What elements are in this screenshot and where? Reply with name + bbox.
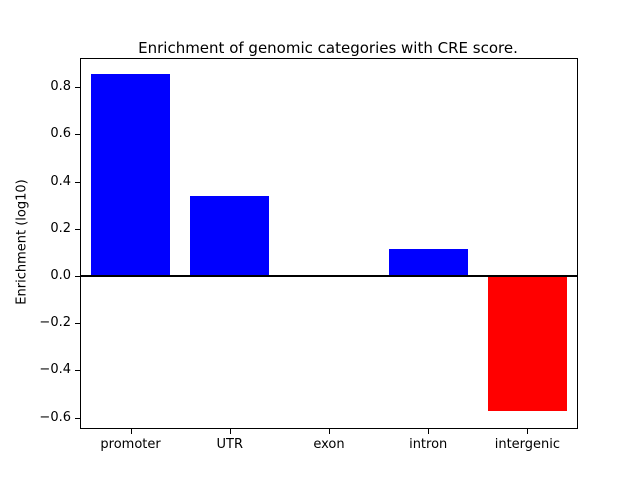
x-axis-tick-label: intergenic: [494, 437, 561, 452]
x-axis-tick-label: exon: [313, 437, 345, 452]
y-axis-tick-label: 0.2: [50, 220, 71, 236]
x-axis-tick: [329, 429, 330, 434]
y-axis-tick-label: 0.8: [50, 79, 71, 95]
y-axis-tick: [75, 87, 80, 89]
y-axis-tick-label: 0.6: [50, 126, 71, 142]
y-axis-tick: [75, 134, 80, 136]
x-axis-tick-label: UTR: [216, 437, 244, 452]
y-axis-tick-label: −0.4: [39, 362, 71, 378]
y-axis-tick-label: 0.4: [50, 173, 71, 189]
y-axis-tick: [75, 370, 80, 372]
x-axis-tick: [229, 429, 231, 434]
x-axis-tick: [130, 429, 132, 434]
y-axis-tick-label: 0.0: [50, 267, 71, 283]
y-axis-tick: [75, 275, 80, 277]
x-axis-tick-label: intron: [409, 437, 448, 452]
y-axis-tick: [75, 228, 80, 230]
chart-title: Enrichment of genomic categories with CR…: [138, 39, 518, 57]
plot-area: [80, 58, 578, 429]
bar-intron: [388, 248, 468, 276]
x-axis-tick-label: promoter: [100, 437, 161, 452]
y-axis-tick: [75, 417, 80, 419]
y-axis-label: Enrichment (log10): [14, 179, 30, 305]
x-axis-tick: [527, 429, 529, 434]
y-axis-tick-label: −0.6: [39, 409, 71, 425]
y-axis-tick-label: −0.2: [39, 315, 71, 331]
bar-intergenic: [487, 275, 568, 411]
x-axis-tick: [428, 429, 430, 434]
y-axis-tick: [75, 181, 80, 183]
zero-line: [81, 274, 577, 277]
bar-promoter: [90, 74, 171, 276]
bar-UTR: [190, 195, 270, 276]
y-axis-tick: [75, 323, 80, 325]
